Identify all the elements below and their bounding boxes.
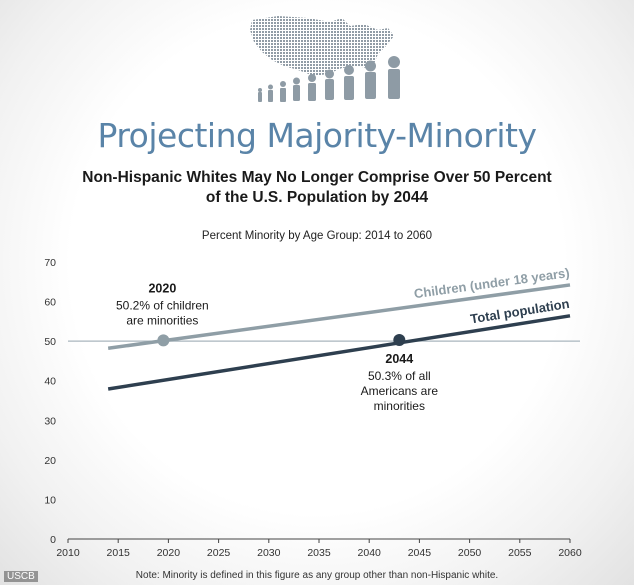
y-tick-label: 20 bbox=[44, 455, 56, 467]
source-credit: USCB bbox=[4, 571, 38, 582]
x-tick-label: 2050 bbox=[458, 547, 482, 559]
x-tick-label: 2035 bbox=[307, 547, 331, 559]
y-tick-label: 0 bbox=[50, 534, 56, 546]
y-tick-label: 70 bbox=[44, 257, 56, 269]
annotation-text: 50.3% of all bbox=[368, 369, 431, 383]
annotation-text: Americans are bbox=[361, 384, 439, 398]
x-tick-label: 2015 bbox=[107, 547, 131, 559]
series-label-total: Total population bbox=[469, 296, 570, 327]
x-tick-label: 2040 bbox=[358, 547, 382, 559]
series-line-children bbox=[107, 283, 571, 350]
y-tick-label: 40 bbox=[44, 376, 56, 388]
annotation-text: are minorities bbox=[126, 313, 198, 327]
annotation-year: 2020 bbox=[148, 281, 176, 295]
x-tick-label: 2060 bbox=[558, 547, 582, 559]
x-tick-label: 2030 bbox=[257, 547, 281, 559]
annotation-marker bbox=[393, 333, 406, 346]
footnote: Note: Minority is defined in this figure… bbox=[135, 570, 499, 581]
annotation-year: 2044 bbox=[385, 352, 413, 366]
annotation-marker bbox=[157, 334, 170, 347]
y-tick-label: 10 bbox=[44, 494, 56, 506]
x-tick-label: 2020 bbox=[157, 547, 181, 559]
series-line-total bbox=[107, 314, 571, 391]
x-tick-label: 2055 bbox=[508, 547, 532, 559]
us-population-illustration bbox=[250, 16, 400, 102]
y-tick-label: 30 bbox=[44, 415, 56, 427]
subtitle-line-1: Non-Hispanic Whites May No Longer Compri… bbox=[82, 169, 552, 186]
chart-title: Percent Minority by Age Group: 2014 to 2… bbox=[201, 230, 433, 242]
page-title: Projecting Majority-Minority bbox=[97, 116, 537, 155]
annotation-text: 50.2% of children bbox=[116, 298, 209, 312]
x-tick-label: 2010 bbox=[56, 547, 80, 559]
y-tick-label: 50 bbox=[44, 336, 56, 348]
subtitle-line-2: of the U.S. Population by 2044 bbox=[205, 189, 429, 206]
x-tick-label: 2045 bbox=[408, 547, 432, 559]
page-subtitle: Non-Hispanic Whites May No Longer Compri… bbox=[0, 168, 634, 208]
y-tick-label: 60 bbox=[44, 297, 56, 309]
x-tick-label: 2025 bbox=[207, 547, 231, 559]
annotation-text: minorities bbox=[374, 399, 425, 413]
